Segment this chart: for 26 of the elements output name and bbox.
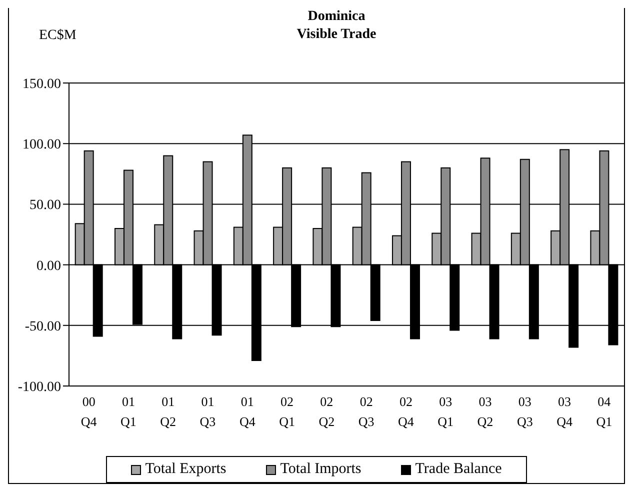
legend-label: Trade Balance (414, 461, 502, 478)
legend-label: Total Exports (144, 461, 226, 478)
x-tick-label: 02 Q4 (398, 394, 414, 429)
y-tick-label: -50.00 (24, 319, 61, 334)
chart-subtitle: Visible Trade (296, 27, 376, 42)
x-tick-label: 01 Q3 (200, 394, 216, 429)
chart-title: Dominica (306, 8, 366, 26)
y-axis-title: EC$M (39, 28, 76, 44)
x-tick-label: 03 Q3 (516, 394, 533, 429)
y-tick-label: 50.00 (30, 198, 61, 214)
x-tick-label: 00 Q4 (80, 394, 98, 429)
y-tick-label: -100.00 (18, 380, 61, 395)
y-tick-label: 100.00 (22, 138, 61, 153)
x-tick-label: 02 Q1 (279, 394, 295, 429)
x-tick-label: 04 Q1 (596, 394, 612, 429)
x-tick-label: 01 Q4 (239, 394, 256, 429)
x-tick-label: 03 Q4 (556, 394, 573, 429)
x-tick-label: 03 Q2 (477, 394, 494, 429)
x-tick-label: 02 Q2 (318, 394, 335, 429)
x-tick-label: 01 Q2 (160, 394, 176, 429)
y-tick-label: 0.00 (36, 258, 61, 274)
x-tick-label: 02 Q3 (358, 394, 374, 429)
y-tick-label: 150.00 (22, 76, 61, 92)
x-tick-label: 01 Q1 (120, 394, 136, 429)
legend-label: Total Imports (279, 461, 362, 478)
x-tick-label: 03 Q1 (438, 394, 454, 429)
